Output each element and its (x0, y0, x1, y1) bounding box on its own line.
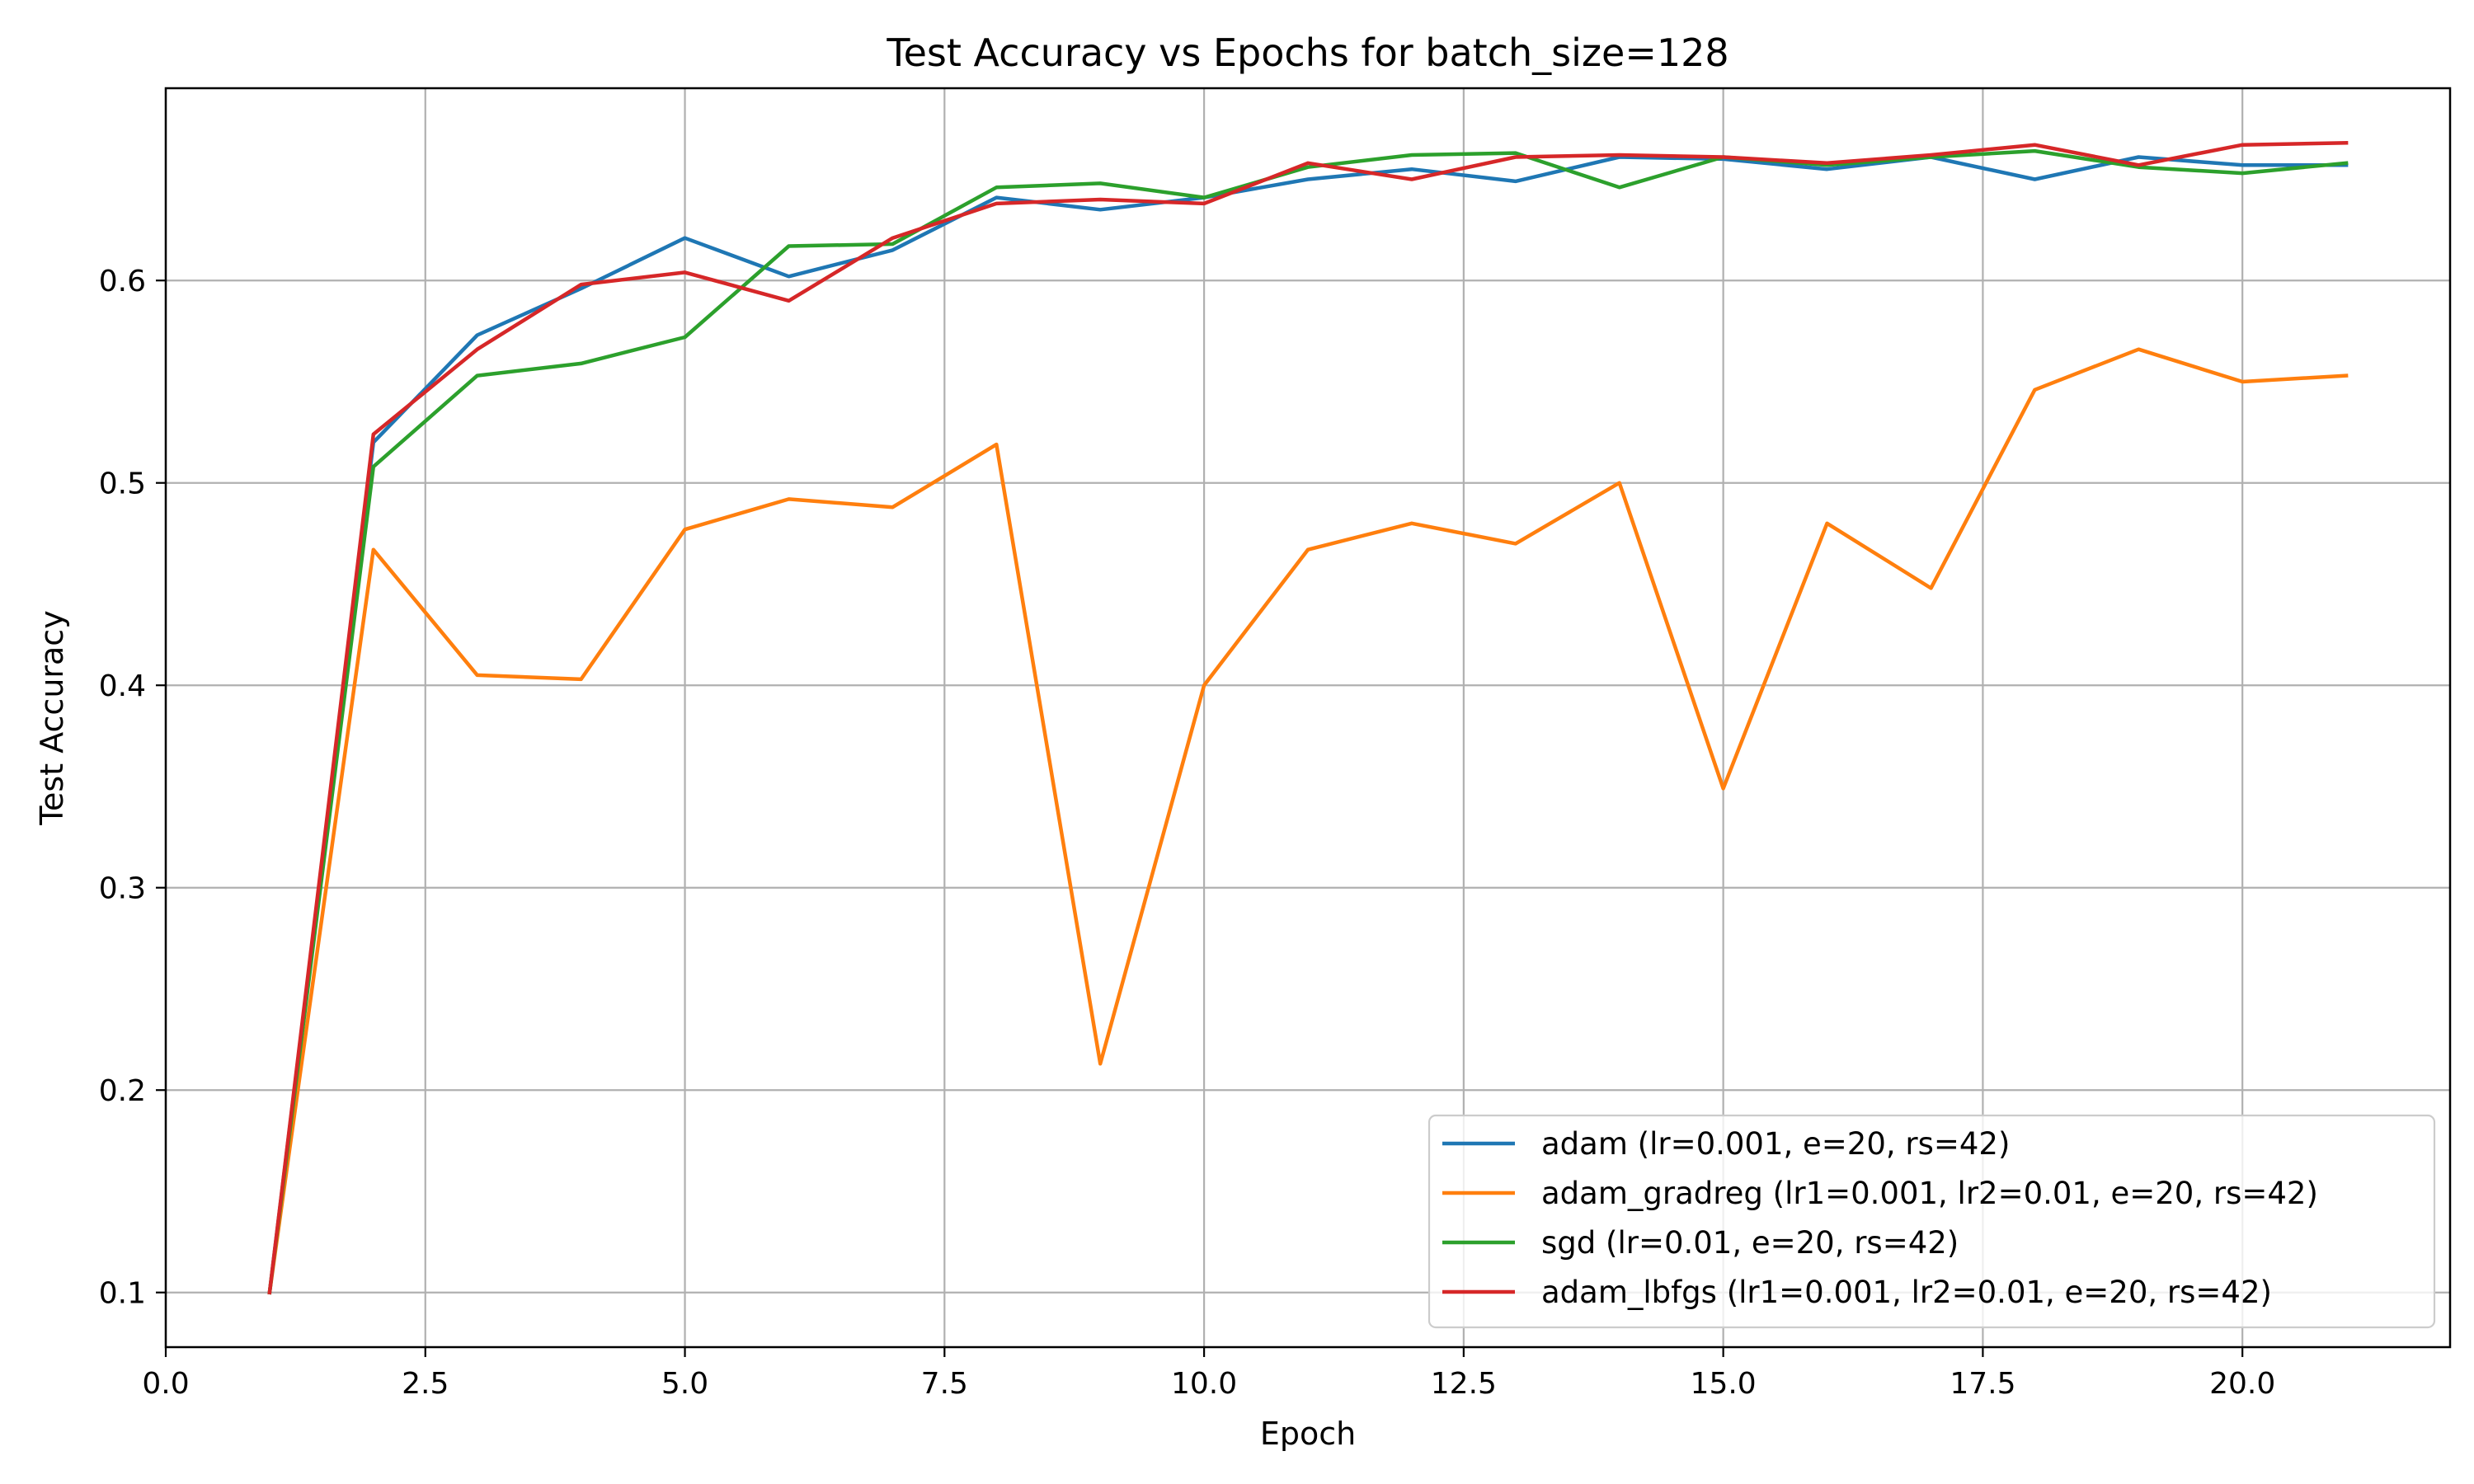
series-line-0 (267, 155, 2349, 1295)
y-tick-label: 0.5 (99, 467, 146, 501)
chart-title: Test Accuracy vs Epochs for batch_size=1… (886, 31, 1729, 75)
y-axis-label: Test Accuracy (34, 610, 70, 825)
legend-label-2: sgd (lr=0.01, e=20, rs=42) (1541, 1225, 1959, 1261)
x-tick-label: 20.0 (2209, 1367, 2275, 1401)
y-tick-label: 0.6 (99, 265, 146, 298)
y-tick-label: 0.3 (99, 872, 146, 906)
series-line-3 (267, 141, 2349, 1295)
legend-box (1427, 1114, 2436, 1329)
legend-label-1: adam_gradreg (lr1=0.001, lr2=0.01, e=20,… (1541, 1176, 2318, 1211)
x-axis-ticks: 0.0 2.5 5.0 7.5 10.0 12.5 15.0 17.5 20.0 (142, 1347, 2275, 1401)
series-line-2 (267, 148, 2349, 1295)
x-tick-label: 12.5 (1431, 1367, 1497, 1401)
x-axis-label: Epoch (1260, 1416, 1356, 1452)
x-tick-label: 5.0 (661, 1367, 708, 1401)
series-line-1 (267, 347, 2349, 1295)
x-tick-label: 10.0 (1171, 1367, 1237, 1401)
series-lines (267, 141, 2349, 1295)
x-tick-label: 7.5 (921, 1367, 968, 1401)
x-tick-label: 0.0 (142, 1367, 189, 1401)
legend: adam (lr=0.001, e=20, rs=42) adam_gradreg… (1427, 1114, 2436, 1329)
y-tick-label: 0.1 (99, 1277, 146, 1311)
x-tick-label: 17.5 (1950, 1367, 2015, 1401)
plot-area-frame (164, 87, 2452, 1349)
y-tick-label: 0.2 (99, 1074, 146, 1108)
x-tick-label: 15.0 (1691, 1367, 1757, 1401)
legend-label-0: adam (lr=0.001, e=20, rs=42) (1541, 1126, 2010, 1162)
legend-label-3: adam_lbfgs (lr1=0.001, lr2=0.01, e=20, r… (1541, 1275, 2272, 1310)
y-axis-ticks: 0.1 0.2 0.3 0.4 0.5 0.6 (99, 265, 166, 1311)
x-tick-label: 2.5 (402, 1367, 449, 1401)
y-tick-label: 0.4 (99, 669, 146, 703)
